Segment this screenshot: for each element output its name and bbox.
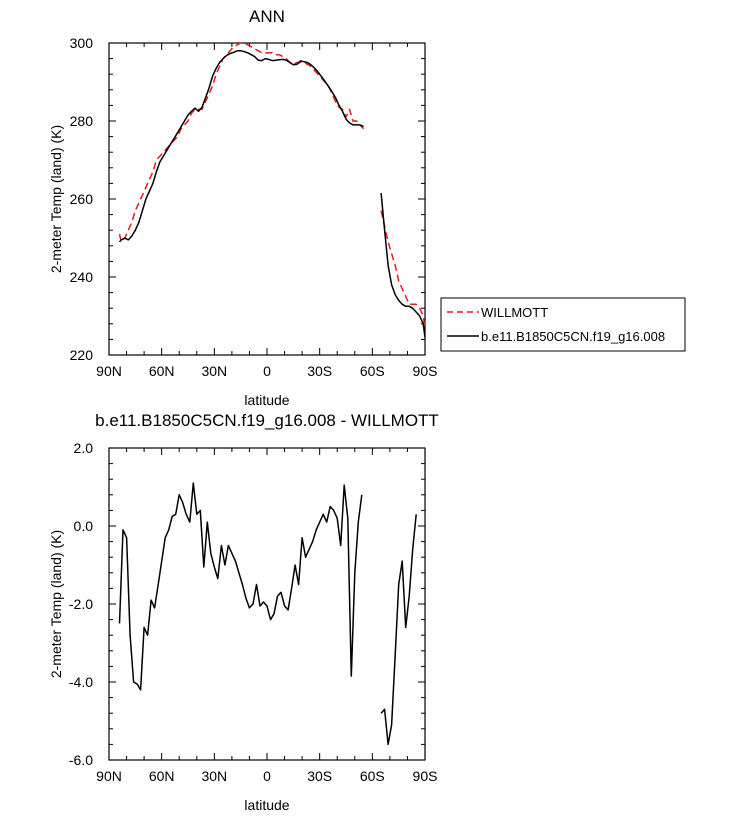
- y-tick-label: -4.0: [69, 674, 93, 690]
- plot-frame: [108, 42, 426, 356]
- x-tick-label: 90S: [413, 768, 438, 784]
- x-tick-label: 30S: [307, 768, 332, 784]
- x-axis-label: latitude: [244, 797, 289, 813]
- legend: WILLMOTT b.e11.B1850C5CN.f19_g16.008: [440, 297, 686, 352]
- chart-title: b.e11.B1850C5CN.f19_g16.008 - WILLMOTT: [95, 411, 439, 430]
- x-tick-label: 60S: [360, 768, 385, 784]
- series-line-1-segment-0: [118, 50, 364, 243]
- x-tick-label: 30N: [201, 768, 227, 784]
- series-layer: [118, 42, 426, 338]
- series-line-1-segment-1: [380, 193, 426, 338]
- legend-box: [440, 297, 686, 352]
- y-tick-label: 240: [70, 269, 94, 285]
- y-tick-label: 280: [70, 113, 94, 129]
- axis-ticks: 90N 60N 30N 0 30S 60S 90S -6.0 -4.0 -2.0 0.0 2.0: [69, 440, 438, 784]
- axis-ticks: 90N 60N 30N 0 30S 60S 90S 220 240 260 280 300: [70, 35, 438, 379]
- x-tick-label: 30N: [201, 363, 227, 379]
- x-tick-label: 60N: [149, 768, 175, 784]
- series-line-0-segment-0: [118, 42, 365, 243]
- series-layer: [118, 482, 417, 746]
- x-tick-label: 0: [263, 768, 271, 784]
- x-axis-label: latitude: [244, 392, 289, 408]
- y-tick-label: 220: [70, 347, 94, 363]
- series-line-0-segment-1: [380, 514, 417, 746]
- chart-panel-ann: ANN 90N 60N 30N 0 30S 60S 90S 220 240 260 280 300 l…: [48, 7, 437, 408]
- x-tick-label: 90N: [96, 363, 122, 379]
- legend-label-willmott: WILLMOTT: [481, 305, 548, 320]
- legend-label-model: b.e11.B1850C5CN.f19_g16.008: [481, 329, 665, 344]
- x-tick-label: 90S: [413, 363, 438, 379]
- y-axis-label: 2-meter Temp (land) (K): [48, 125, 64, 273]
- x-tick-label: 0: [263, 363, 271, 379]
- plot-frame: [108, 447, 426, 761]
- y-axis-label: 2-meter Temp (land) (K): [48, 530, 64, 678]
- x-tick-label: 60S: [360, 363, 385, 379]
- y-tick-label: 2.0: [74, 440, 94, 456]
- y-tick-label: -2.0: [69, 596, 93, 612]
- series-line-0-segment-0: [118, 482, 363, 691]
- y-tick-label: -6.0: [69, 752, 93, 768]
- x-tick-label: 90N: [96, 768, 122, 784]
- y-tick-label: 300: [70, 35, 94, 51]
- chart-panel-difference: b.e11.B1850C5CN.f19_g16.008 - WILLMOTT 9…: [48, 411, 439, 813]
- x-tick-label: 60N: [149, 363, 175, 379]
- chart-title: ANN: [249, 7, 285, 26]
- y-tick-label: 260: [70, 191, 94, 207]
- x-tick-label: 30S: [307, 363, 332, 379]
- y-tick-label: 0.0: [74, 518, 94, 534]
- series-line-0-segment-1: [380, 210, 426, 328]
